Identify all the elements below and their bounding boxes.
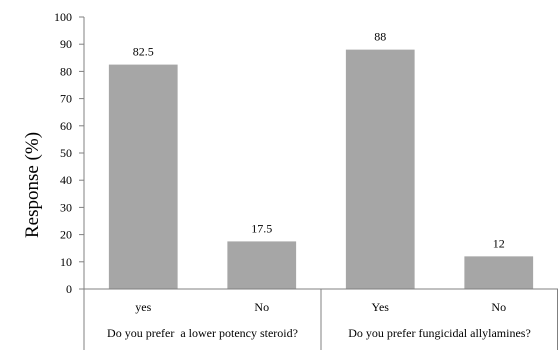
data-label: 17.5 xyxy=(251,221,272,235)
x-group-label: Do you prefer fungicidal allylamines? xyxy=(348,326,531,340)
y-tick-label: 100 xyxy=(54,10,72,24)
bar xyxy=(227,241,297,289)
x-category-label: yes xyxy=(135,300,151,314)
y-tick-label: 80 xyxy=(60,64,72,78)
data-label: 88 xyxy=(374,30,386,44)
x-axis: yes No Yes No Do you prefer a lower potency … xyxy=(83,288,558,350)
x-category-label: No xyxy=(254,300,269,314)
x-group-label: Do you prefer a lower potency steroid? xyxy=(107,326,298,340)
data-label: 82.5 xyxy=(133,45,154,59)
y-tick-label: 70 xyxy=(60,92,72,106)
bars: 82.5 17.5 88 12 xyxy=(108,30,534,289)
y-tick-label: 90 xyxy=(60,37,72,51)
x-category-label: No xyxy=(491,300,506,314)
y-tick-label: 0 xyxy=(66,282,72,296)
bar xyxy=(345,49,415,289)
y-tick-label: 50 xyxy=(60,146,72,160)
y-tick-label: 10 xyxy=(60,255,72,269)
data-label: 12 xyxy=(493,236,505,250)
y-tick-label: 30 xyxy=(60,200,72,214)
bar xyxy=(464,256,534,289)
y-tick-label: 20 xyxy=(60,228,72,242)
y-axis-title: Response (%) xyxy=(22,132,43,238)
bar xyxy=(108,64,178,289)
y-axis: 0 10 20 30 40 50 60 70 80 90 100 xyxy=(54,10,85,296)
y-tick-label: 40 xyxy=(60,173,72,187)
y-tick-label: 60 xyxy=(60,119,72,133)
x-category-label: Yes xyxy=(372,300,390,314)
